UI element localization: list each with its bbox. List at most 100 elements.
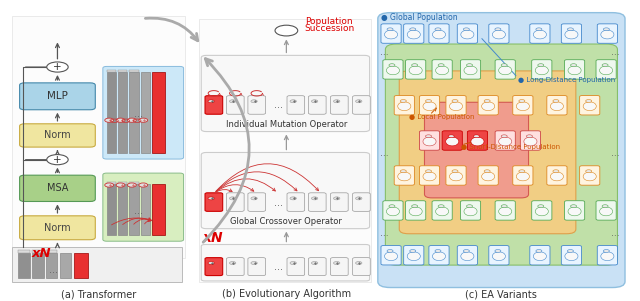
Circle shape xyxy=(208,100,214,103)
Circle shape xyxy=(474,135,479,138)
FancyBboxPatch shape xyxy=(520,131,541,150)
Circle shape xyxy=(410,28,416,31)
Circle shape xyxy=(426,135,431,138)
FancyBboxPatch shape xyxy=(248,96,266,114)
FancyBboxPatch shape xyxy=(227,96,244,114)
Ellipse shape xyxy=(445,137,459,146)
FancyBboxPatch shape xyxy=(227,193,244,211)
Circle shape xyxy=(127,118,136,122)
Ellipse shape xyxy=(387,207,399,216)
Circle shape xyxy=(127,183,136,187)
FancyBboxPatch shape xyxy=(330,258,348,276)
Bar xyxy=(46,253,58,278)
Bar xyxy=(129,70,139,73)
Bar xyxy=(32,250,44,253)
Ellipse shape xyxy=(407,30,420,39)
Bar xyxy=(12,16,186,258)
FancyBboxPatch shape xyxy=(404,24,424,43)
Circle shape xyxy=(275,25,298,36)
FancyBboxPatch shape xyxy=(205,193,223,211)
Ellipse shape xyxy=(492,30,506,39)
Ellipse shape xyxy=(516,102,529,110)
Ellipse shape xyxy=(423,172,436,181)
Ellipse shape xyxy=(565,30,578,39)
Circle shape xyxy=(251,262,257,265)
Circle shape xyxy=(568,250,573,253)
Ellipse shape xyxy=(397,172,411,181)
FancyBboxPatch shape xyxy=(596,201,616,220)
Circle shape xyxy=(105,118,113,122)
FancyBboxPatch shape xyxy=(378,13,625,287)
FancyBboxPatch shape xyxy=(460,201,481,220)
Circle shape xyxy=(139,183,148,187)
Bar xyxy=(19,253,29,278)
Ellipse shape xyxy=(600,207,612,216)
Circle shape xyxy=(452,100,458,102)
Circle shape xyxy=(586,170,592,173)
FancyBboxPatch shape xyxy=(308,193,326,211)
Circle shape xyxy=(602,64,608,67)
Circle shape xyxy=(356,100,362,103)
FancyBboxPatch shape xyxy=(597,24,618,43)
Circle shape xyxy=(312,197,318,200)
FancyBboxPatch shape xyxy=(103,67,184,159)
Circle shape xyxy=(570,64,577,67)
Bar xyxy=(12,247,182,281)
FancyBboxPatch shape xyxy=(495,60,515,79)
Circle shape xyxy=(356,197,362,200)
FancyBboxPatch shape xyxy=(467,131,488,150)
Circle shape xyxy=(333,262,340,265)
Circle shape xyxy=(139,118,148,122)
FancyBboxPatch shape xyxy=(406,60,426,79)
Ellipse shape xyxy=(461,30,474,39)
Circle shape xyxy=(251,197,257,200)
Text: ...: ... xyxy=(611,149,620,158)
Circle shape xyxy=(116,118,125,122)
FancyBboxPatch shape xyxy=(532,201,552,220)
Ellipse shape xyxy=(433,30,445,39)
FancyBboxPatch shape xyxy=(429,246,449,265)
Bar xyxy=(107,73,116,153)
Ellipse shape xyxy=(385,30,397,39)
FancyBboxPatch shape xyxy=(432,60,452,79)
Text: ● Long-Distance Population: ● Long-Distance Population xyxy=(518,77,615,83)
FancyBboxPatch shape xyxy=(532,60,552,79)
Ellipse shape xyxy=(499,207,512,216)
Text: Norm: Norm xyxy=(44,223,71,233)
FancyBboxPatch shape xyxy=(446,166,466,185)
Ellipse shape xyxy=(600,66,612,75)
FancyBboxPatch shape xyxy=(442,131,462,150)
Circle shape xyxy=(251,100,257,103)
FancyBboxPatch shape xyxy=(20,175,95,201)
Ellipse shape xyxy=(461,252,474,261)
Circle shape xyxy=(536,28,542,31)
Text: ...: ... xyxy=(274,262,283,272)
Bar xyxy=(60,253,71,278)
FancyBboxPatch shape xyxy=(457,24,477,43)
Text: ● Local Population: ● Local Population xyxy=(409,114,474,120)
Circle shape xyxy=(452,170,458,173)
Circle shape xyxy=(448,135,454,138)
FancyBboxPatch shape xyxy=(248,193,266,211)
FancyBboxPatch shape xyxy=(201,153,370,229)
Circle shape xyxy=(604,250,609,253)
Bar xyxy=(118,185,127,235)
Bar xyxy=(141,185,150,235)
Circle shape xyxy=(333,100,340,103)
Text: ...: ... xyxy=(274,198,283,208)
Circle shape xyxy=(412,205,418,208)
FancyBboxPatch shape xyxy=(424,102,529,198)
FancyBboxPatch shape xyxy=(399,71,576,234)
FancyBboxPatch shape xyxy=(460,60,481,79)
FancyBboxPatch shape xyxy=(385,44,618,265)
Circle shape xyxy=(426,100,431,102)
FancyBboxPatch shape xyxy=(419,166,440,185)
Ellipse shape xyxy=(482,172,495,181)
Circle shape xyxy=(312,100,318,103)
Ellipse shape xyxy=(471,137,484,146)
Ellipse shape xyxy=(449,172,463,181)
Circle shape xyxy=(47,62,68,72)
FancyBboxPatch shape xyxy=(513,95,533,115)
FancyBboxPatch shape xyxy=(308,258,326,276)
Circle shape xyxy=(389,64,395,67)
